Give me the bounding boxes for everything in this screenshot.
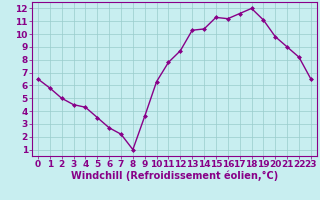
X-axis label: Windchill (Refroidissement éolien,°C): Windchill (Refroidissement éolien,°C) <box>71 171 278 181</box>
